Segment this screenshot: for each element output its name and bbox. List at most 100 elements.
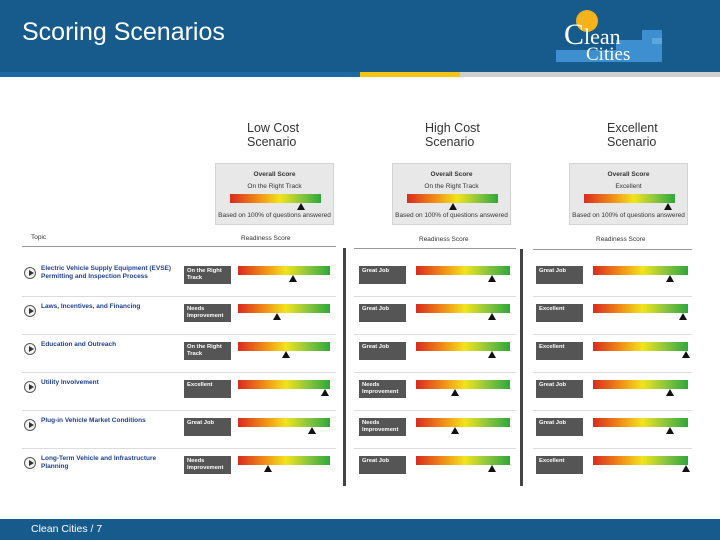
play-icon[interactable] (24, 343, 36, 355)
overall-score-status: Excellent (615, 183, 642, 190)
play-icon[interactable] (24, 267, 36, 279)
readiness-gradient-bar (238, 266, 330, 275)
row-separator (22, 448, 336, 449)
readiness-marker (321, 389, 330, 396)
readiness-marker (665, 389, 674, 396)
accent-segment-blue (0, 72, 360, 77)
readiness-gradient-bar (416, 342, 510, 351)
readiness-gradient-bar (238, 380, 330, 389)
accent-segment-light (460, 72, 720, 77)
overall-score-basis: Based on 100% of questions answered (395, 212, 508, 219)
topic-row-4[interactable]: Utility Involvement (22, 379, 182, 407)
readiness-gradient-bar (238, 342, 330, 351)
header-rule-middle (354, 248, 516, 249)
readiness-badge: Excellent (184, 380, 231, 398)
row-separator (22, 296, 336, 297)
overall-score-marker (448, 203, 457, 210)
readiness-header-high: Readiness Score (419, 236, 469, 243)
readiness-gradient-bar (416, 266, 510, 275)
logo-text-lean: lean (584, 24, 621, 49)
row-separator (533, 296, 692, 297)
readiness-marker (451, 427, 460, 434)
topic-label[interactable]: Utility Involvement (41, 379, 99, 386)
header-rule-left (22, 246, 336, 247)
readiness-badge: Needs Improvement (184, 456, 231, 474)
row-separator (533, 372, 692, 373)
readiness-gradient-bar (416, 418, 510, 427)
readiness-marker (488, 351, 497, 358)
row-separator (22, 372, 336, 373)
readiness-badge: On the Right Track (184, 266, 231, 284)
readiness-gradient-bar (593, 266, 688, 275)
footer-text: Clean Cities / 7 (31, 523, 103, 535)
readiness-marker (307, 427, 316, 434)
scenario-heading-low: Low Cost Scenario (247, 121, 300, 149)
play-icon[interactable] (24, 381, 36, 393)
readiness-badge: Needs Improvement (184, 304, 231, 322)
column-divider-1 (343, 248, 346, 486)
overall-score-title: Overall Score (253, 171, 296, 178)
readiness-marker (264, 465, 273, 472)
overall-score-card-high: Overall Score On the Right Track Based on … (392, 163, 511, 225)
topic-row-5[interactable]: Plug-in Vehicle Market Conditions (22, 417, 182, 445)
topic-label[interactable]: Long-Term Vehicle and Infrastructure Pla… (41, 455, 157, 470)
row-separator (354, 448, 516, 449)
play-icon[interactable] (24, 457, 36, 469)
readiness-gradient-bar (416, 304, 510, 313)
readiness-marker (289, 275, 298, 282)
readiness-gradient-bar (238, 456, 330, 465)
play-icon[interactable] (24, 419, 36, 431)
accent-segment-yellow (360, 72, 460, 77)
readiness-gradient-bar (593, 304, 688, 313)
topic-row-3[interactable]: Education and Outreach (22, 341, 182, 369)
readiness-badge: On the Right Track (184, 342, 231, 360)
column-divider-2 (520, 249, 523, 486)
row-separator (533, 334, 692, 335)
logo-text-c: C (564, 18, 585, 51)
topic-label[interactable]: Education and Outreach (41, 341, 117, 348)
overall-score-gradient (584, 194, 675, 203)
row-separator (22, 410, 336, 411)
overall-score-title: Overall Score (607, 171, 650, 178)
play-icon[interactable] (24, 305, 36, 317)
readiness-gradient-bar (416, 456, 510, 465)
readiness-badge: Great Job (359, 304, 406, 322)
topic-row-6[interactable]: Long-Term Vehicle and Infrastructure Pla… (22, 455, 182, 483)
readiness-badge: Great Job (359, 266, 406, 284)
logo-text-cities: Cities (586, 44, 631, 65)
row-separator (354, 296, 516, 297)
overall-score-card-low: Overall Score On the Right Track Based on … (215, 163, 334, 225)
readiness-badge: Great Job (359, 342, 406, 360)
topic-row-2[interactable]: Laws, Incentives, and Financing (22, 303, 182, 331)
topic-label[interactable]: Laws, Incentives, and Financing (41, 303, 141, 310)
readiness-marker (679, 313, 688, 320)
row-separator (354, 372, 516, 373)
header-accent-bar (0, 72, 720, 77)
topic-label[interactable]: Plug-in Vehicle Market Conditions (41, 417, 146, 424)
overall-score-marker (296, 203, 305, 210)
row-separator (354, 410, 516, 411)
row-separator (533, 448, 692, 449)
overall-score-status: On the Right Track (424, 183, 479, 190)
readiness-badge: Great Job (536, 418, 583, 436)
readiness-badge: Great Job (536, 266, 583, 284)
readiness-marker (488, 275, 497, 282)
readiness-marker (272, 313, 281, 320)
readiness-badge: Excellent (536, 342, 583, 360)
topic-column-header: Topic (31, 234, 47, 241)
row-separator (354, 334, 516, 335)
footer-band (0, 519, 720, 540)
topic-label[interactable]: Electric Vehicle Supply Equipment (EVSE)… (41, 265, 172, 280)
readiness-gradient-bar (416, 380, 510, 389)
readiness-marker (488, 465, 497, 472)
readiness-badge: Needs Improvement (359, 418, 406, 436)
readiness-badge: Great Job (184, 418, 231, 436)
sun-icon (576, 10, 598, 32)
topic-row-1[interactable]: Electric Vehicle Supply Equipment (EVSE)… (22, 265, 182, 293)
row-separator (22, 334, 336, 335)
readiness-badge: Excellent (536, 456, 583, 474)
header-rule-right (533, 249, 692, 250)
overall-score-basis: Based on 100% of questions answered (572, 212, 685, 219)
overall-score-basis: Based on 100% of questions answered (218, 212, 331, 219)
readiness-header-excellent: Readiness Score (596, 236, 646, 243)
